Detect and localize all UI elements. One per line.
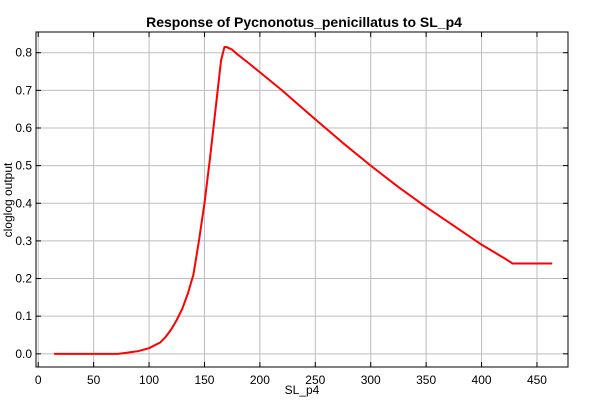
y-axis-label: cloglog output bbox=[1, 162, 15, 237]
x-axis-label: SL_p4 bbox=[285, 383, 320, 397]
x-tick-label: 0 bbox=[35, 373, 42, 387]
series-line bbox=[53, 46, 553, 355]
y-tick-label: 0.5 bbox=[15, 159, 32, 173]
y-tick-label: 0.0 bbox=[15, 347, 32, 361]
x-tick-labels: 0 50 100 150 200 250 300 350 400 450 bbox=[35, 373, 547, 387]
y-tick-label: 0.1 bbox=[15, 309, 32, 323]
tick-marks bbox=[36, 32, 568, 367]
x-tick-label: 150 bbox=[194, 373, 214, 387]
x-tick-label: 450 bbox=[527, 373, 547, 387]
series-layer bbox=[53, 46, 553, 355]
x-tick-label: 50 bbox=[87, 373, 101, 387]
y-tick-label: 0.6 bbox=[15, 121, 32, 135]
grid-lines bbox=[36, 32, 568, 367]
y-tick-labels: 0.0 0.1 0.2 0.3 0.4 0.5 0.6 0.7 0.8 bbox=[15, 46, 32, 361]
x-tick-label: 200 bbox=[250, 373, 270, 387]
plot-frame bbox=[35, 31, 569, 368]
x-tick-label: 100 bbox=[139, 373, 159, 387]
y-tick-label: 0.3 bbox=[15, 234, 32, 248]
y-tick-label: 0.2 bbox=[15, 272, 32, 286]
x-tick-label: 250 bbox=[305, 373, 325, 387]
y-tick-label: 0.8 bbox=[15, 46, 32, 60]
x-tick-label: 350 bbox=[416, 373, 436, 387]
y-tick-label: 0.7 bbox=[15, 83, 32, 97]
y-tick-label: 0.4 bbox=[15, 196, 32, 210]
chart-title: Response of Pycnonotus_penicillatus to S… bbox=[146, 14, 462, 30]
x-tick-label: 300 bbox=[361, 373, 381, 387]
x-tick-label: 400 bbox=[472, 373, 492, 387]
